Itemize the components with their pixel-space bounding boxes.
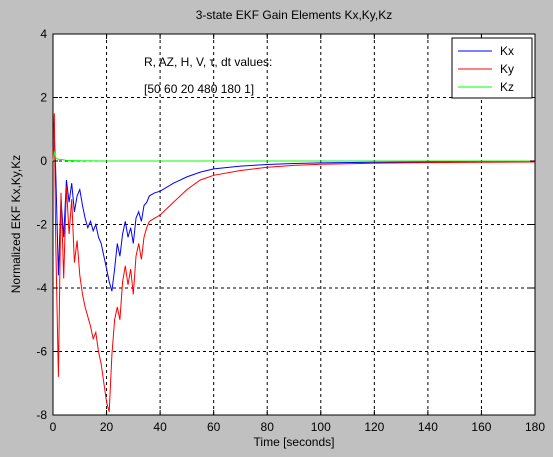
x-tick-label: 80	[261, 420, 275, 434]
y-tick-label: 4	[40, 27, 47, 41]
legend-label-kz: Kz	[500, 80, 514, 94]
legend-label-kx: Kx	[500, 44, 514, 58]
x-tick-label: 180	[525, 420, 545, 434]
x-axis-label: Time [seconds]	[254, 435, 335, 449]
chart-title: 3-state EKF Gain Elements Kx,Ky,Kz	[196, 8, 393, 22]
x-tick-label: 20	[100, 420, 114, 434]
annotation-params-label: R, AZ, H, V, τ, dt values:	[144, 55, 272, 69]
y-tick-label: -4	[36, 281, 47, 295]
y-tick-label: -6	[36, 345, 47, 359]
y-tick-label: 2	[40, 91, 47, 105]
legend-box	[451, 37, 533, 99]
axis-ticks: 0 20 40 60 80 100 120 140 160 180 -8 -6 -4 -2 0 2 4	[36, 27, 545, 434]
series-line-ky	[52, 113, 536, 412]
x-tick-label: 140	[418, 420, 438, 434]
x-tick-label: 40	[153, 420, 167, 434]
x-tick-label: 120	[364, 420, 384, 434]
x-tick-label: 160	[471, 420, 491, 434]
y-axis-label: Normalized EKF Kx,Ky,Kz	[9, 155, 23, 293]
x-tick-label: 0	[50, 420, 57, 434]
series-layer	[52, 113, 536, 412]
annotation-params-values: [50 60 20 480 180 1]	[144, 82, 254, 96]
y-tick-label: -2	[36, 218, 47, 232]
x-tick-label: 100	[311, 420, 331, 434]
series-line-kz	[52, 151, 535, 162]
y-tick-label: 0	[40, 154, 47, 168]
y-tick-label: -8	[36, 408, 47, 422]
x-tick-label: 60	[207, 420, 221, 434]
legend: Kx Ky Kz	[451, 37, 533, 99]
legend-label-ky: Ky	[500, 62, 514, 76]
series-line-kx	[52, 135, 535, 292]
